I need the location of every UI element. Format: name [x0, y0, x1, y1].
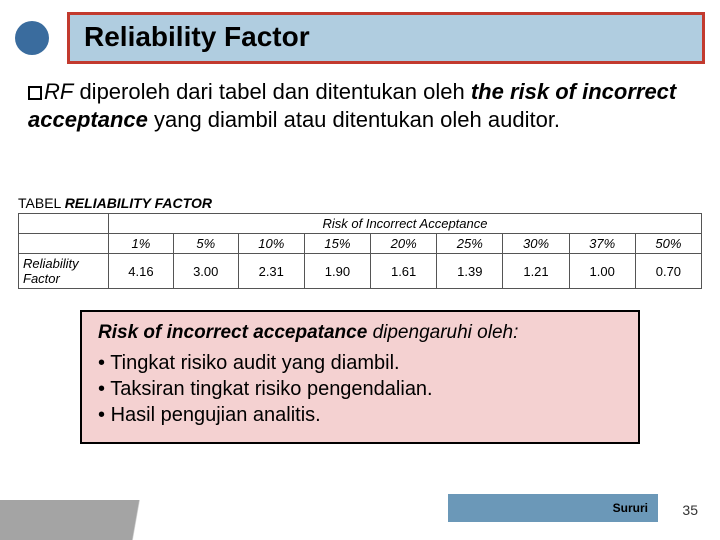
value-cell: 1.61	[371, 254, 437, 289]
empty-cell	[19, 214, 109, 234]
reliability-table: Risk of Incorrect Acceptance 1%5%10%15%2…	[18, 213, 702, 289]
column-header: 20%	[371, 234, 437, 254]
column-header: 10%	[238, 234, 304, 254]
author-name: Sururi	[613, 501, 648, 515]
column-header: 25%	[437, 234, 503, 254]
list-item: Tingkat risiko audit yang diambil.	[98, 350, 622, 376]
footer-author-bar: Sururi	[448, 494, 658, 522]
column-header: 30%	[503, 234, 569, 254]
body-paragraph: RF diperoleh dari tabel dan ditentukan o…	[28, 78, 690, 133]
column-header: 15%	[304, 234, 370, 254]
list-item: Taksiran tingkat risiko pengendalian.	[98, 376, 622, 402]
rf-abbrev: RF	[44, 79, 73, 104]
info-list: Tingkat risiko audit yang diambil.Taksir…	[98, 350, 622, 428]
title-text: Reliability Factor	[84, 21, 310, 52]
caption-bold: RELIABILITY FACTOR	[65, 195, 212, 211]
reliability-table-section: TABEL RELIABILITY FACTOR Risk of Incorre…	[18, 195, 702, 289]
table-caption: TABEL RELIABILITY FACTOR	[18, 195, 702, 211]
table-row: Reliability Factor 4.163.002.311.901.611…	[19, 254, 702, 289]
value-cell: 0.70	[635, 254, 701, 289]
value-cell: 2.31	[238, 254, 304, 289]
value-cell: 1.21	[503, 254, 569, 289]
footer-decoration	[0, 500, 260, 540]
page-number: 35	[682, 502, 698, 518]
bullet-icon	[15, 21, 49, 55]
header: Reliability Factor	[15, 12, 705, 64]
body-text-2: yang diambil atau ditentukan oleh audito…	[148, 107, 560, 132]
table-row: 1%5%10%15%20%25%30%37%50%	[19, 234, 702, 254]
risk-header: Risk of Incorrect Acceptance	[109, 214, 702, 234]
column-header: 1%	[109, 234, 174, 254]
column-header: 5%	[173, 234, 238, 254]
checkbox-icon	[28, 86, 42, 100]
column-header: 37%	[569, 234, 635, 254]
info-heading-rest: dipengaruhi oleh:	[367, 322, 518, 343]
info-heading: Risk of incorrect accepatance dipengaruh…	[98, 322, 622, 344]
caption-prefix: TABEL	[18, 195, 65, 211]
value-cell: 4.16	[109, 254, 174, 289]
value-cell: 1.00	[569, 254, 635, 289]
value-cell: 1.39	[437, 254, 503, 289]
column-header: 50%	[635, 234, 701, 254]
value-cell: 1.90	[304, 254, 370, 289]
table-row: Risk of Incorrect Acceptance	[19, 214, 702, 234]
row-label: Reliability Factor	[19, 254, 109, 289]
body-text-1: diperoleh dari tabel dan ditentukan oleh	[73, 79, 471, 104]
empty-cell	[19, 234, 109, 254]
info-box: Risk of incorrect accepatance dipengaruh…	[80, 310, 640, 444]
info-heading-bold: Risk of incorrect accepatance	[98, 322, 367, 343]
list-item: Hasil pengujian analitis.	[98, 402, 622, 428]
slide-title: Reliability Factor	[67, 12, 705, 64]
value-cell: 3.00	[173, 254, 238, 289]
